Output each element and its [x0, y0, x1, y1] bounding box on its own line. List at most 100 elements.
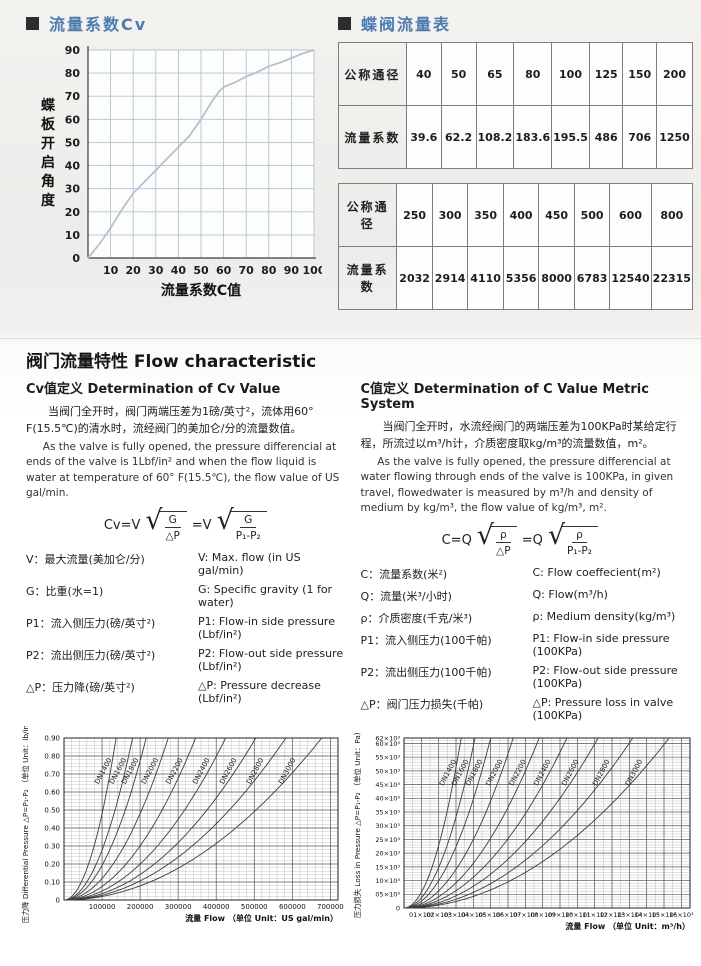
- coefficient-cell: 12540: [609, 246, 652, 310]
- radical-icon: √: [547, 519, 566, 551]
- svg-text:0: 0: [56, 896, 60, 904]
- svg-text:0.90: 0.90: [44, 734, 60, 742]
- diameter-cell: 450: [538, 183, 575, 247]
- svg-text:300000: 300000: [165, 903, 192, 911]
- coefficient-cell: 486: [588, 105, 624, 169]
- cv-curve: [87, 49, 315, 259]
- c-definition-column: C值定义 Determination of C Value Metric Sys…: [361, 376, 680, 722]
- svg-text:10: 10: [65, 229, 81, 242]
- definition-cn: P2：流出侧压力(100千帕): [360, 665, 492, 679]
- svg-text:100: 100: [303, 264, 322, 277]
- svg-text:62×10³: 62×10³: [375, 734, 400, 742]
- svg-text:500000: 500000: [241, 903, 268, 911]
- flow-table-block: 蝶阀流量表 公称通径 40 50 65 80 100 125 150 200 流量系数 39.6 62…: [322, 10, 694, 338]
- c-symbol-definitions: C：流量系数(米²) C: Flow coeffecient(m²) Q：流量(米³…: [361, 566, 680, 722]
- svg-text:0.40: 0.40: [44, 824, 60, 832]
- definition-en: P2: Flow-out side pressure (100KPa): [532, 663, 678, 690]
- cv-x-axis-label: 流量系数C值: [161, 282, 241, 299]
- coefficient-cell: 6783: [573, 246, 611, 310]
- svg-text:80: 80: [65, 67, 81, 80]
- svg-text:90: 90: [65, 44, 81, 57]
- svg-text:45×10³: 45×10³: [375, 781, 400, 789]
- coefficient-cell: 195.5: [551, 105, 590, 169]
- pressure-drop-chart-imperial: DN1400 DN1600 DN1800 DN2000 DN2200 DN2400 DN26…: [18, 715, 348, 966]
- definition-en: P2: Flow-out side pressure (Lbf/in²): [198, 646, 344, 673]
- diameter-cell: 250: [396, 183, 433, 247]
- square-bullet-icon: [26, 16, 39, 30]
- pressure-loss-chart-metric: DN1400 DN1600 DN1800 DN2000 DN2200 DN2400 DN26…: [350, 726, 697, 966]
- definition-en: △P: Pressure loss in valve (100KPa): [532, 695, 674, 722]
- definition-cn: P2：流出侧压力(磅/英寸²): [26, 648, 156, 662]
- svg-text:0.20: 0.20: [44, 860, 60, 868]
- coefficient-cell: 8000: [538, 246, 575, 310]
- fraction-numerator: G: [240, 514, 257, 528]
- cv-definition-paragraph-en: As the valve is fully opened, the pressu…: [26, 441, 340, 499]
- table-row-diameter: 公称通径 250 300 350 400 450 500 600 800: [337, 183, 694, 247]
- row-label: 公称通径: [338, 42, 407, 106]
- definition-cn: △P：阀门压力损失(千帕): [360, 697, 484, 711]
- svg-text:40×10³: 40×10³: [375, 795, 400, 803]
- svg-text:16×10³: 16×10³: [669, 911, 694, 919]
- svg-text:0: 0: [72, 252, 80, 265]
- diameter-cell: 80: [513, 42, 553, 106]
- formula-lhs: Cv=V: [103, 518, 141, 534]
- svg-text:0.70: 0.70: [44, 770, 60, 778]
- diameter-cell: 800: [650, 183, 694, 247]
- flow-table-group-1: 公称通径 40 50 65 80 100 125 150 200 流量系数 39.6 62.2 108.…: [338, 42, 693, 169]
- definition-cn: P1：流入侧压力(100千帕): [360, 633, 492, 647]
- svg-text:80: 80: [261, 264, 277, 277]
- flow-table-title: 蝶阀流量表: [361, 15, 452, 34]
- diameter-cell: 125: [588, 42, 624, 106]
- cv-definition-paragraph-cn: 当阀门全开时，阀门两端压差为1磅/英寸²，流体用60° F(15.5℃)的清水时…: [26, 405, 314, 436]
- cv-y-axis-label: 角: [41, 173, 55, 190]
- svg-text:60: 60: [65, 113, 81, 126]
- c-definition-subheading: C值定义 Determination of C Value Metric Sys…: [360, 382, 649, 412]
- definition-en: P1: Flow-in side pressure (100KPa): [532, 631, 670, 658]
- definition-en: Q: Flow(m³/h): [532, 587, 608, 601]
- formula-lhs: C=Q: [441, 533, 472, 549]
- diameter-cell: 350: [467, 183, 504, 247]
- flow-y-axis-label: 压力损失 Loss in Pressure △P=P₁-P₂ （单位 Unit：…: [353, 728, 362, 918]
- svg-text:30×10³: 30×10³: [375, 822, 400, 830]
- svg-text:0.50: 0.50: [44, 806, 60, 814]
- sqrt-expression: √ ρ P₁-P₂: [547, 519, 598, 557]
- sqrt-expression: √ G P₁-P₂: [217, 507, 267, 542]
- definition-cn: V：最大流量(美加仑/分): [26, 552, 145, 566]
- svg-text:0.30: 0.30: [44, 842, 60, 850]
- svg-text:30: 30: [65, 183, 81, 196]
- fraction-denominator: △P: [165, 529, 180, 542]
- definition-en: G: Specific gravity (1 for water): [198, 582, 333, 609]
- c-formula: C=Q √ ρ △P =Q √ ρ P₁-P₂: [361, 519, 680, 557]
- definition-cn: ρ：介质密度(千克/米³): [360, 611, 473, 625]
- radical-icon: √: [476, 519, 495, 551]
- definition-cn: G：比重(水=1): [26, 584, 104, 598]
- coefficient-cell: 62.2: [440, 105, 477, 169]
- fraction-numerator: ρ: [572, 529, 587, 543]
- coefficient-cell: 39.6: [405, 105, 442, 169]
- flow-table-group-2: 公称通径 250 300 350 400 450 500 600 800 流量系数 2032 2914…: [337, 183, 694, 310]
- svg-text:40: 40: [65, 160, 81, 173]
- table-row-coefficient: 流量系数 39.6 62.2 108.2 183.6 195.5 486 706 1250: [338, 105, 693, 169]
- svg-text:60×10³: 60×10³: [375, 740, 400, 748]
- cv-y-axis-label: 度: [41, 192, 56, 209]
- coefficient-cell: 1250: [656, 105, 693, 169]
- svg-text:20×10³: 20×10³: [375, 850, 400, 858]
- definition-cn: P1：流入侧压力(磅/英寸²): [26, 616, 156, 630]
- diameter-cell: 600: [609, 183, 652, 247]
- table-section-header: 蝶阀流量表: [338, 10, 693, 36]
- svg-text:0.80: 0.80: [44, 752, 60, 760]
- coefficient-cell: 4110: [467, 246, 504, 310]
- bottom-charts-section: DN1400 DN1600 DN1800 DN2000 DN2200 DN2400 DN26…: [0, 715, 701, 966]
- flow-y-axis-label: 压力降 Differential Pressure △P=P₁-P₂ （单位 U…: [21, 726, 30, 923]
- cv-y-axis-label: 开: [41, 136, 55, 152]
- definition-en: V: Max. flow (in US gal/min): [198, 550, 301, 577]
- datasheet-page: 流量系数Cv 0 10 20 30 40 50 60 70 80 90 10 20 30 40 50 60 70…: [0, 0, 701, 931]
- svg-text:90: 90: [284, 264, 300, 277]
- definition-en: ρ: Medium density(kg/m³): [532, 609, 676, 623]
- coefficient-cell: 22315: [650, 246, 694, 310]
- svg-text:0.60: 0.60: [44, 788, 60, 796]
- svg-text:0.10: 0.10: [44, 878, 60, 886]
- row-label: 公称通径: [337, 183, 398, 247]
- sqrt-expression: √ ρ △P: [476, 519, 517, 557]
